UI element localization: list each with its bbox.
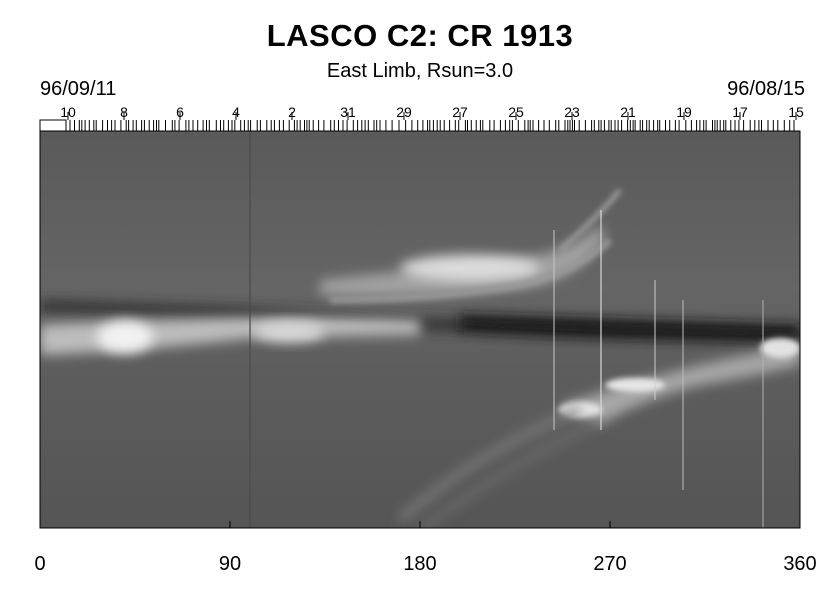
day-tick-label: 6	[176, 104, 184, 120]
lower-arc-faint-2	[418, 417, 602, 528]
day-tick-label: 31	[340, 104, 356, 120]
day-tick-label: 27	[452, 104, 468, 120]
upper-ray	[558, 188, 622, 252]
chart-title: LASCO C2: CR 1913	[266, 18, 574, 53]
day-tick-bar	[39, 119, 800, 132]
plot-area	[40, 131, 800, 528]
x-tick-label: 180	[403, 553, 436, 575]
day-tick-label: 15	[788, 104, 804, 120]
day-tick-label: 4	[232, 104, 240, 120]
x-tick-label: 0	[34, 553, 45, 575]
day-tick-label: 17	[732, 104, 748, 120]
lower-streamer	[560, 345, 800, 425]
day-tick-label: 8	[120, 104, 128, 120]
day-tick-labels: 10 8 6 4 2 31 29 27 25 23 21 19 17 15	[60, 104, 804, 120]
start-date-label: 96/09/11	[40, 78, 117, 100]
x-tick-label: 90	[219, 553, 241, 575]
data-gap-marker	[39, 119, 67, 132]
day-tick-label: 23	[564, 104, 580, 120]
day-tick-label: 29	[396, 104, 412, 120]
dark-core	[460, 315, 800, 340]
bright-blob-left	[97, 321, 153, 353]
end-date-label: 96/08/15	[727, 78, 805, 100]
lower-blob-3	[760, 338, 800, 358]
x-tick-label: 360	[783, 553, 816, 575]
vertical-streaks	[249, 131, 764, 528]
x-tick-label: 270	[593, 553, 626, 575]
chart-subtitle: East Limb, Rsun=3.0	[326, 60, 514, 82]
upper-arc-edge	[329, 237, 613, 303]
day-tick-label: 10	[60, 104, 76, 120]
lower-arc-faint	[397, 406, 582, 524]
day-tick-label: 25	[508, 104, 524, 120]
bright-blob-mid	[255, 322, 325, 342]
upper-arc-core	[400, 255, 540, 281]
day-tick-label: 2	[288, 104, 296, 120]
day-tick-label: 19	[676, 104, 692, 120]
x-axis-ticks: 0 90 180 270 360	[34, 521, 817, 575]
lower-blob-2	[605, 378, 665, 392]
day-tick-label: 21	[620, 104, 636, 120]
